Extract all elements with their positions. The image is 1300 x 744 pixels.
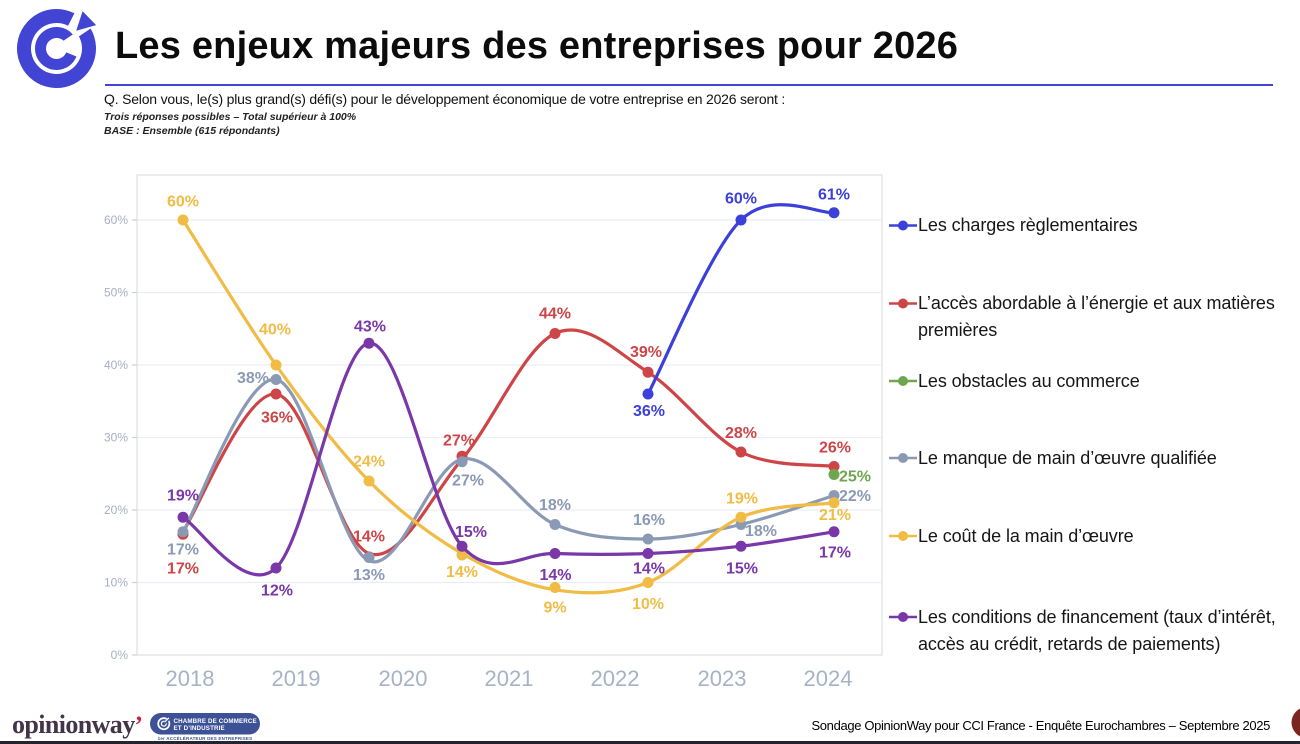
svg-text:0%: 0% [111, 648, 129, 662]
svg-text:2021: 2021 [485, 666, 534, 691]
svg-text:26%: 26% [819, 440, 851, 457]
svg-text:27%: 27% [452, 473, 484, 490]
svg-text:15%: 15% [726, 561, 758, 578]
svg-text:50%: 50% [104, 286, 128, 300]
svg-text:21%: 21% [819, 507, 851, 524]
svg-text:19%: 19% [167, 488, 199, 505]
svg-text:2023: 2023 [698, 666, 747, 691]
svg-text:2020: 2020 [379, 666, 428, 691]
svg-text:60%: 60% [167, 194, 199, 211]
svg-text:2024: 2024 [804, 666, 853, 691]
svg-text:17%: 17% [167, 561, 199, 578]
svg-text:19%: 19% [726, 491, 758, 508]
svg-text:15%: 15% [455, 524, 487, 541]
svg-text:27%: 27% [443, 433, 475, 450]
svg-text:20%: 20% [104, 503, 128, 517]
svg-text:18%: 18% [745, 523, 777, 540]
svg-text:14%: 14% [446, 564, 478, 581]
svg-text:14%: 14% [539, 567, 571, 584]
svg-text:2019: 2019 [272, 666, 321, 691]
svg-text:39%: 39% [630, 344, 662, 361]
svg-text:24%: 24% [353, 454, 385, 471]
svg-text:CHAMBRE DE COMMERCE: CHAMBRE DE COMMERCE [174, 718, 257, 725]
svg-text:17%: 17% [819, 545, 851, 562]
svg-text:43%: 43% [354, 319, 386, 336]
svg-text:2018: 2018 [166, 666, 215, 691]
svg-text:38%: 38% [237, 370, 269, 387]
svg-text:17%: 17% [167, 542, 199, 559]
svg-text:ET D’INDUSTRIE: ET D’INDUSTRIE [174, 725, 225, 732]
svg-text:16%: 16% [633, 512, 665, 529]
svg-text:25%: 25% [839, 469, 871, 486]
svg-text:36%: 36% [261, 410, 293, 427]
svg-text:60%: 60% [725, 191, 757, 208]
svg-text:28%: 28% [725, 425, 757, 442]
svg-text:40%: 40% [259, 322, 291, 339]
svg-text:60%: 60% [104, 213, 128, 227]
svg-text:10%: 10% [632, 596, 664, 613]
svg-text:18%: 18% [539, 497, 571, 514]
svg-text:14%: 14% [633, 561, 665, 578]
svg-text:44%: 44% [539, 306, 571, 323]
svg-text:12%: 12% [261, 583, 293, 600]
svg-text:40%: 40% [104, 358, 128, 372]
svg-text:13%: 13% [353, 567, 385, 584]
svg-text:10%: 10% [104, 576, 128, 590]
svg-text:2022: 2022 [591, 666, 640, 691]
svg-text:22%: 22% [839, 488, 871, 505]
svg-text:9%: 9% [543, 600, 566, 617]
svg-text:61%: 61% [818, 187, 850, 204]
svg-text:30%: 30% [104, 431, 128, 445]
svg-text:36%: 36% [633, 403, 665, 420]
svg-text:14%: 14% [353, 529, 385, 546]
